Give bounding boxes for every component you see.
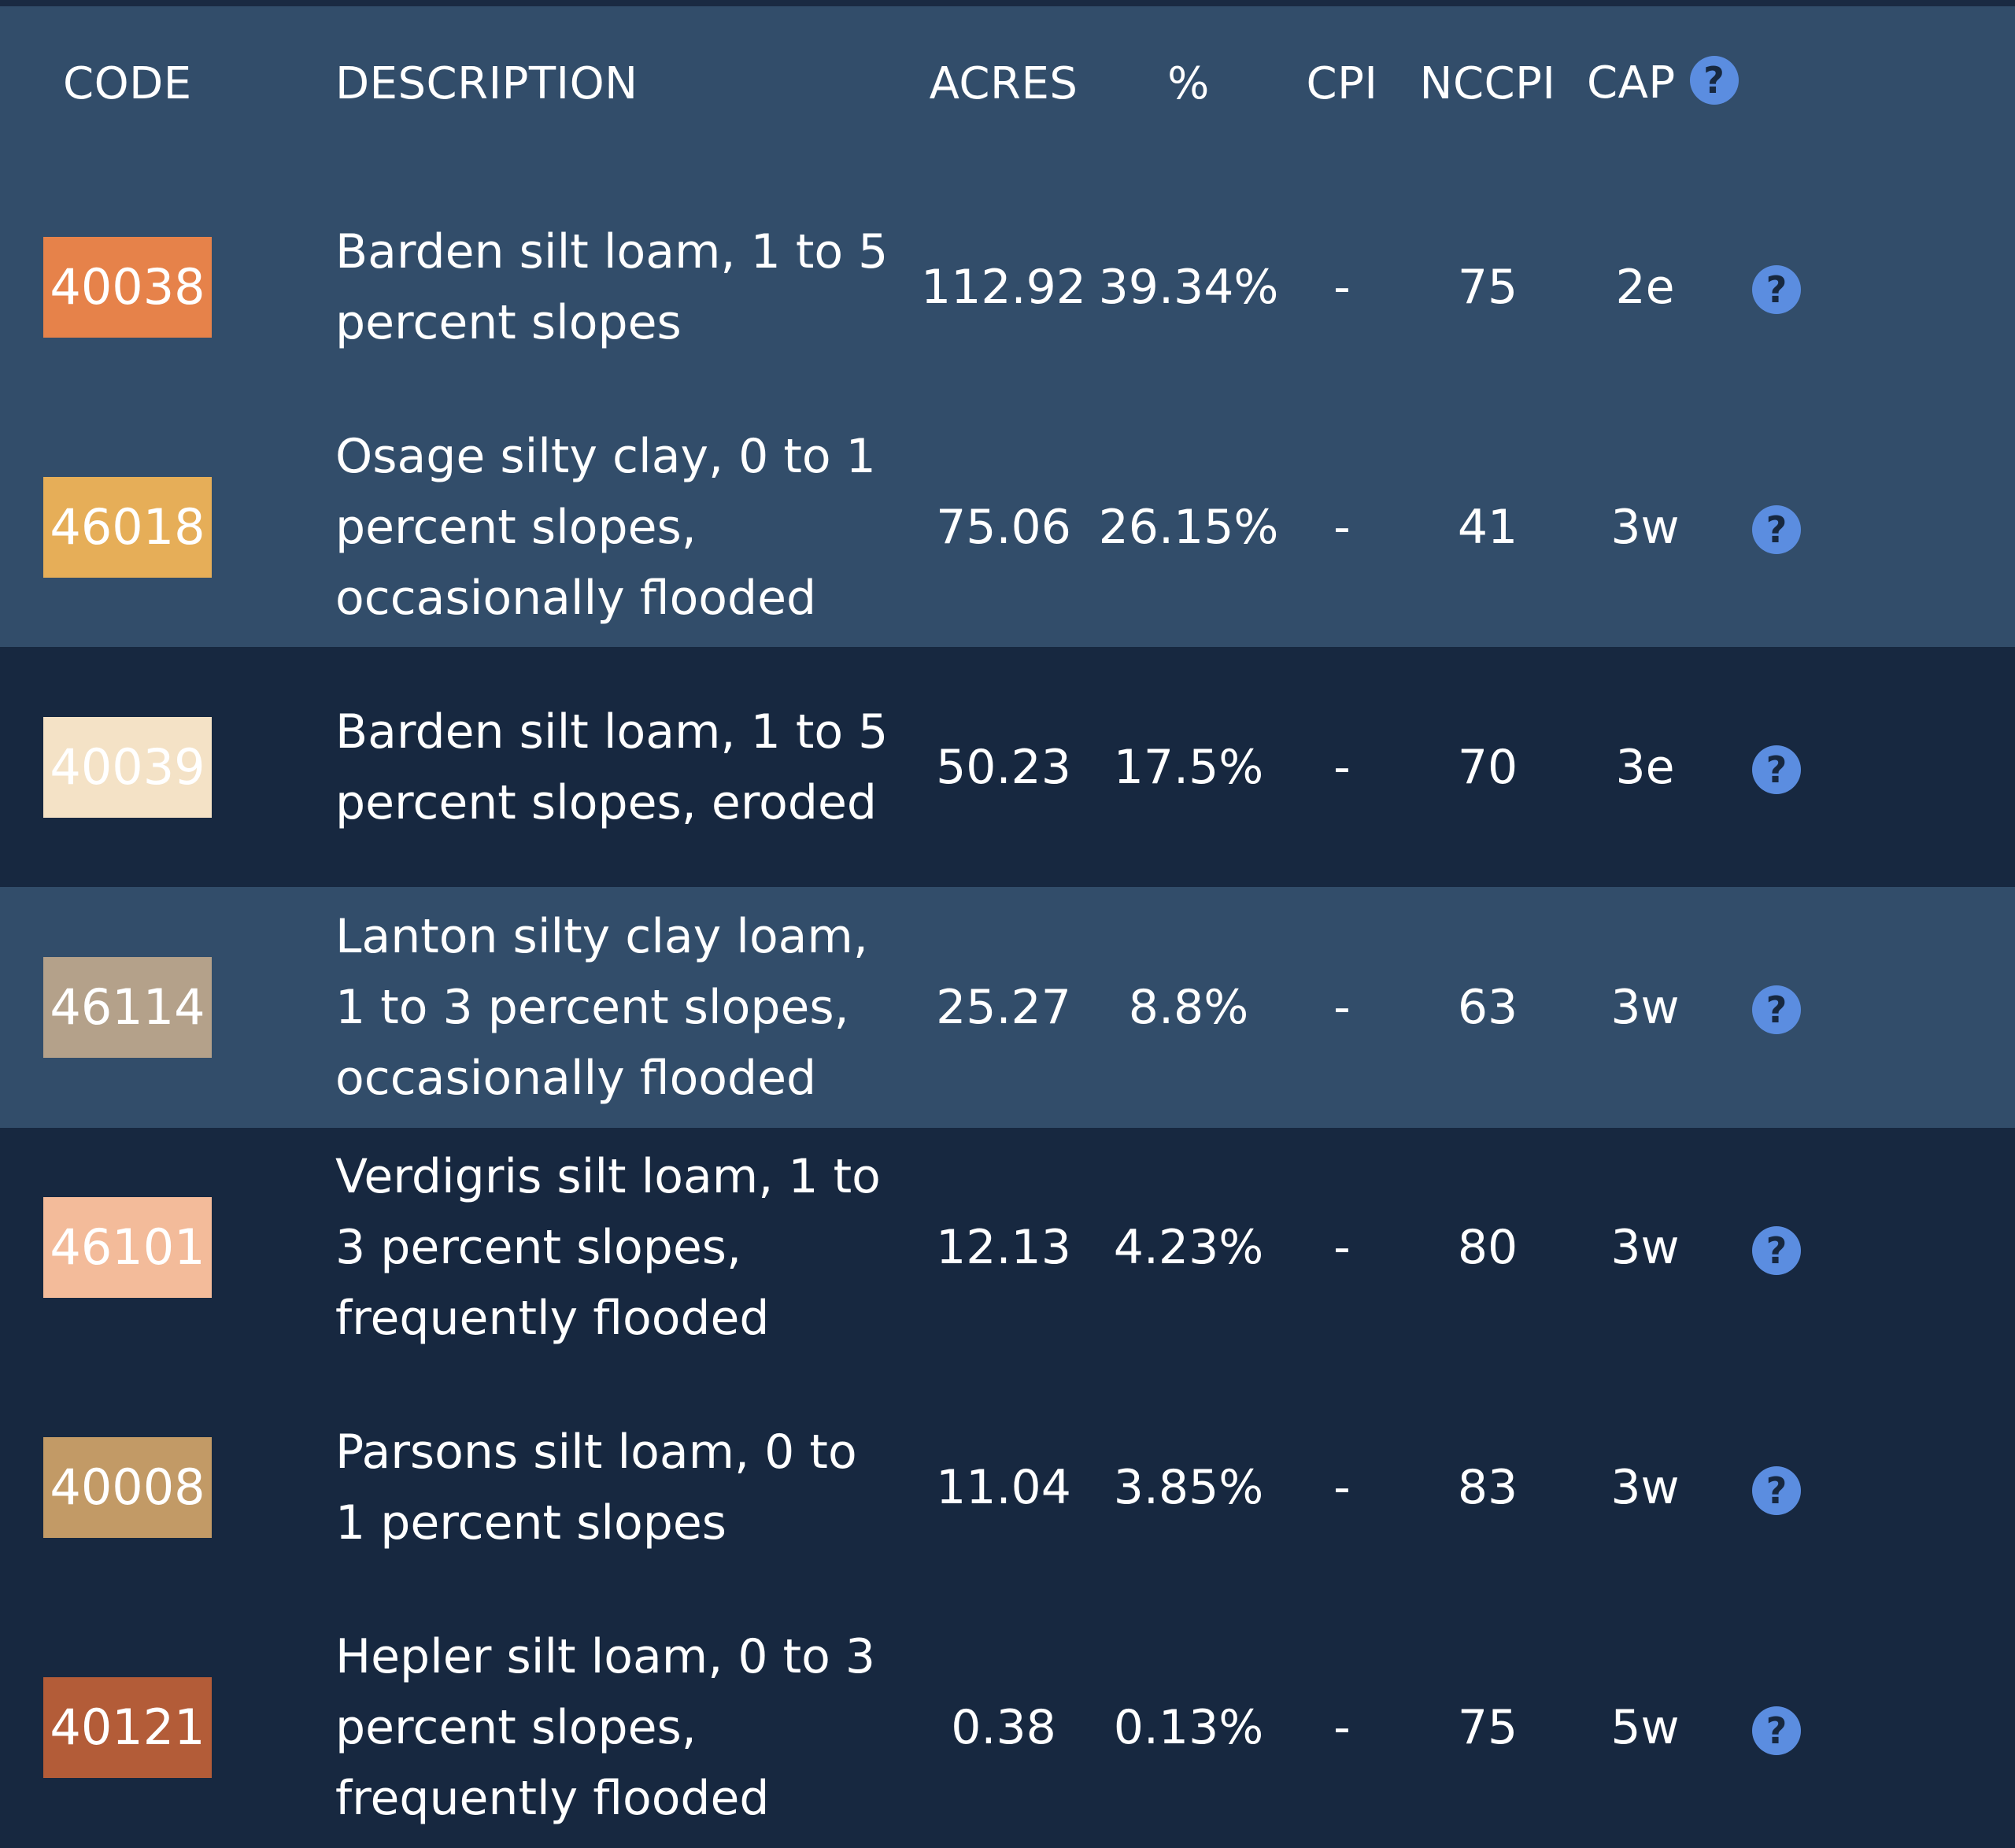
table-row: 40039 Barden silt loam, 1 to 5 percent sl…: [0, 647, 2015, 888]
table-row: 40008 Parsons silt loam, 0 to 1 percent s…: [0, 1367, 2015, 1608]
soil-code-swatch: 40039: [43, 716, 212, 818]
cpi-value: -: [1333, 1700, 1351, 1756]
cap-value: 5w: [1610, 1700, 1680, 1756]
soil-code-swatch: 40008: [43, 1437, 212, 1539]
column-header-percent: %: [1167, 57, 1210, 109]
soil-description: Hepler silt loam, 0 to 3 percent slopes,…: [335, 1629, 876, 1827]
table-row: 46114 Lanton silty clay loam, 1 to 3 perc…: [0, 887, 2015, 1128]
soil-code-cell: 40039: [0, 647, 323, 887]
column-header-acres: ACRES: [929, 57, 1078, 109]
cpi-value: -: [1333, 1220, 1351, 1276]
cpi-value: -: [1333, 1460, 1351, 1516]
nccpi-value: 75: [1457, 259, 1518, 315]
nccpi-value: 41: [1457, 499, 1518, 555]
soil-code-swatch: 40038: [43, 236, 212, 338]
acres-value: 25.27: [936, 979, 1071, 1035]
acres-value: 12.13: [936, 1220, 1071, 1276]
nccpi-value: 63: [1457, 979, 1518, 1035]
percent-value: 3.85%: [1113, 1460, 1264, 1516]
column-header-cpi: CPI: [1306, 57, 1378, 109]
column-header-nccpi: NCCPI: [1419, 57, 1556, 109]
nccpi-value: 75: [1457, 1700, 1518, 1756]
soil-description: Lanton silty clay loam, 1 to 3 percent s…: [335, 908, 868, 1106]
percent-value: 8.8%: [1128, 979, 1249, 1035]
question-circle-icon[interactable]: ?: [1752, 985, 1801, 1035]
cap-value: 3w: [1610, 1460, 1680, 1516]
question-circle-icon[interactable]: ?: [1752, 505, 1801, 555]
soil-description: Osage silty clay, 0 to 1 percent slopes,…: [335, 428, 876, 626]
cpi-value: -: [1333, 739, 1351, 795]
nccpi-value: 70: [1457, 739, 1518, 795]
question-circle-icon[interactable]: ?: [1752, 1706, 1801, 1755]
percent-value: 0.13%: [1113, 1700, 1264, 1756]
acres-value: 112.92: [921, 259, 1086, 315]
soil-description: Barden silt loam, 1 to 5 percent slopes,…: [335, 704, 889, 830]
row-help-cell: ?: [1716, 407, 2015, 647]
question-circle-icon[interactable]: ?: [1752, 264, 1801, 314]
row-help-cell: ?: [1716, 647, 2015, 887]
acres-value: 75.06: [936, 499, 1071, 555]
nccpi-value: 83: [1457, 1460, 1518, 1516]
soil-code-cell: 46101: [0, 1128, 323, 1368]
soil-description: Barden silt loam, 1 to 5 percent slopes: [335, 224, 889, 350]
cap-value: 3w: [1610, 499, 1680, 555]
soil-description: Verdigris silt loam, 1 to 3 percent slop…: [335, 1149, 881, 1347]
soil-code-cell: 46114: [0, 887, 323, 1127]
column-header-description: DESCRIPTION: [335, 57, 638, 109]
soil-description: Parsons silt loam, 0 to 1 percent slopes: [335, 1425, 857, 1551]
soil-code-swatch: 40121: [43, 1677, 212, 1779]
acres-value: 0.38: [951, 1700, 1056, 1756]
cap-value: 3w: [1610, 1220, 1680, 1276]
cpi-value: -: [1333, 259, 1351, 315]
cpi-value: -: [1333, 979, 1351, 1035]
row-help-cell: ?: [1716, 167, 2015, 407]
question-circle-icon[interactable]: ?: [1752, 745, 1801, 795]
soil-code-cell: 40121: [0, 1608, 323, 1848]
percent-value: 4.23%: [1113, 1220, 1264, 1276]
cpi-value: -: [1333, 499, 1351, 555]
table-header-row: CODE DESCRIPTION ACRES % CPI NCCPI CAP?: [0, 0, 2015, 167]
table-row: 40038 Barden silt loam, 1 to 5 percent sl…: [0, 167, 2015, 408]
soil-code-swatch: 46114: [43, 956, 212, 1058]
row-help-cell: ?: [1716, 887, 2015, 1127]
cap-value: 2e: [1615, 259, 1675, 315]
percent-value: 39.34%: [1098, 259, 1279, 315]
soil-code-cell: 40008: [0, 1368, 323, 1608]
cap-value: 3w: [1610, 979, 1680, 1035]
soil-code-cell: 40038: [0, 167, 323, 407]
table-row: 46018 Osage silty clay, 0 to 1 percent sl…: [0, 407, 2015, 648]
row-help-cell: ?: [1716, 1128, 2015, 1368]
column-header-cap-label: CAP: [1587, 57, 1676, 109]
percent-value: 17.5%: [1113, 739, 1264, 795]
top-border: [0, 0, 2015, 6]
acres-value: 11.04: [936, 1460, 1071, 1516]
column-header-cap: CAP?: [1574, 0, 2015, 167]
cap-value: 3e: [1615, 739, 1675, 795]
soil-code-cell: 46018: [0, 407, 323, 647]
table-row: 46101 Verdigris silt loam, 1 to 3 percent…: [0, 1127, 2015, 1368]
question-circle-icon[interactable]: ?: [1752, 1225, 1801, 1275]
acres-value: 50.23: [936, 739, 1071, 795]
column-header-code: CODE: [63, 57, 192, 109]
soil-code-swatch: 46101: [43, 1197, 212, 1299]
table-body: 40038 Barden silt loam, 1 to 5 percent sl…: [0, 167, 2015, 1848]
row-help-cell: ?: [1716, 1368, 2015, 1608]
row-help-cell: ?: [1716, 1608, 2015, 1848]
table-row: 40121 Hepler silt loam, 0 to 3 percent sl…: [0, 1607, 2015, 1848]
question-circle-icon[interactable]: ?: [1689, 56, 1739, 105]
question-circle-icon[interactable]: ?: [1752, 1465, 1801, 1515]
percent-value: 26.15%: [1098, 499, 1279, 555]
nccpi-value: 80: [1457, 1220, 1518, 1276]
soil-code-swatch: 46018: [43, 476, 212, 578]
